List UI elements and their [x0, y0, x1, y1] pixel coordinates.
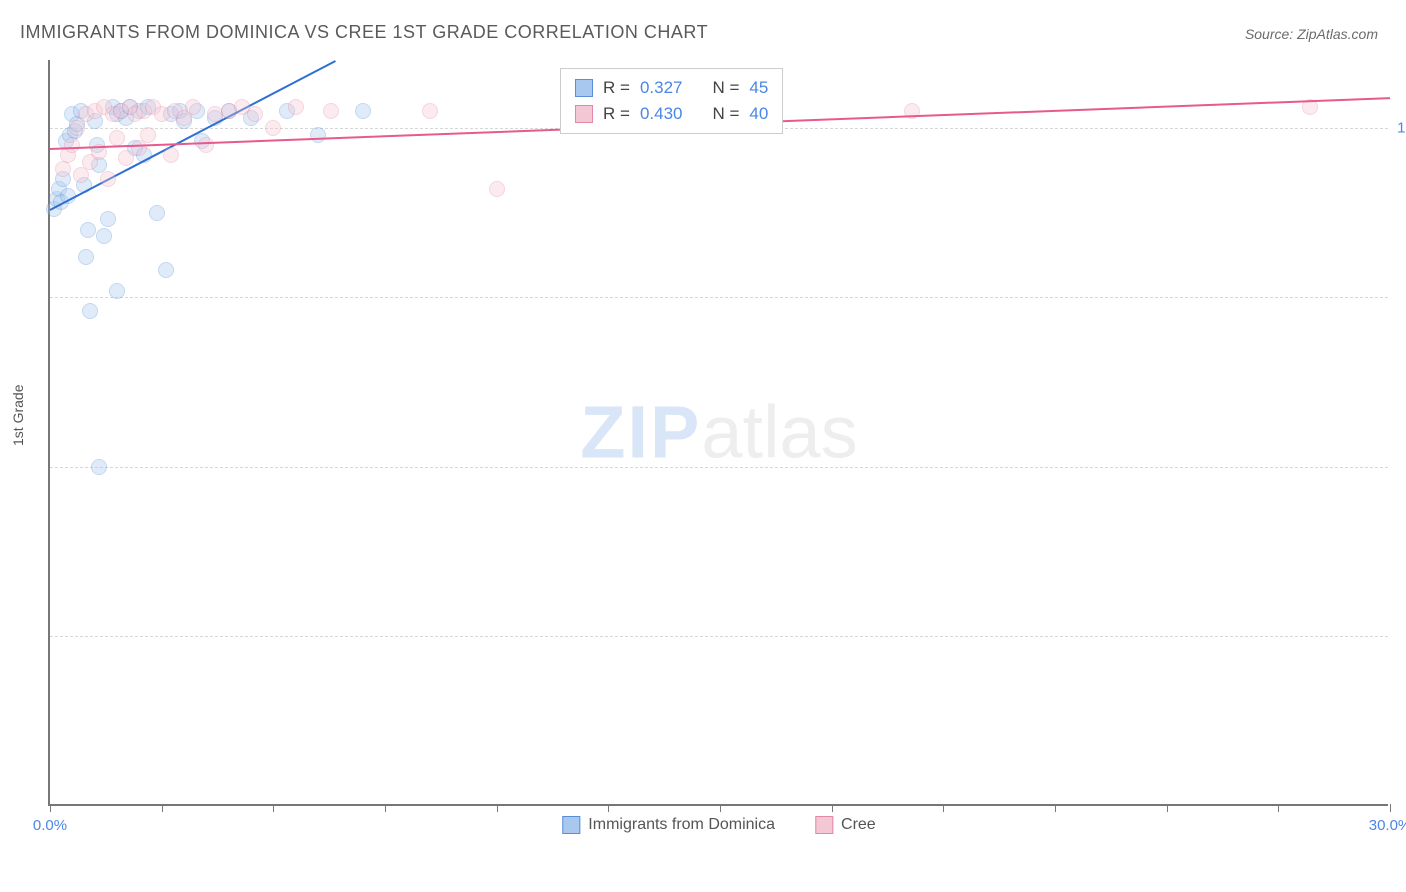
gridline-h	[50, 297, 1388, 298]
x-tick	[832, 804, 833, 812]
data-point-cree	[131, 140, 147, 156]
legend-label-cree: Cree	[841, 816, 876, 834]
gridline-h	[50, 636, 1388, 637]
y-tick-label: 95.0%	[1392, 289, 1406, 306]
source-attribution: Source: ZipAtlas.com	[1245, 26, 1378, 42]
x-tick	[720, 804, 721, 812]
data-point-dominica	[96, 228, 112, 244]
corr-row-cree: R = 0.430 N = 40	[575, 101, 768, 127]
data-point-cree	[288, 99, 304, 115]
source-site: ZipAtlas.com	[1297, 26, 1378, 42]
watermark-zip: ZIP	[580, 391, 701, 474]
y-tick-label: 85.0%	[1392, 628, 1406, 645]
x-tick	[1167, 804, 1168, 812]
data-point-dominica	[149, 205, 165, 221]
x-tick	[1278, 804, 1279, 812]
swatch-cree	[575, 105, 593, 123]
data-point-cree	[73, 167, 89, 183]
x-tick-label: 0.0%	[33, 817, 67, 834]
data-point-cree	[198, 137, 214, 153]
data-point-cree	[69, 120, 85, 136]
data-point-dominica	[91, 459, 107, 475]
source-label: Source:	[1245, 26, 1293, 42]
x-tick	[497, 804, 498, 812]
swatch-cree	[815, 816, 833, 834]
x-tick	[943, 804, 944, 812]
x-tick	[162, 804, 163, 812]
data-point-dominica	[78, 249, 94, 265]
scatter-plot-area: ZIPatlas 85.0%90.0%95.0%100.0%0.0%30.0%R…	[48, 60, 1388, 806]
data-point-cree	[247, 106, 263, 122]
x-tick	[1055, 804, 1056, 812]
data-point-dominica	[100, 211, 116, 227]
trend-line-dominica	[50, 60, 337, 211]
data-point-cree	[422, 103, 438, 119]
legend-item-dominica: Immigrants from Dominica	[562, 816, 775, 834]
swatch-dominica	[562, 816, 580, 834]
data-point-cree	[489, 181, 505, 197]
data-point-cree	[265, 120, 281, 136]
data-point-dominica	[80, 222, 96, 238]
x-tick	[1390, 804, 1391, 812]
n-value-dominica: 45	[749, 75, 768, 101]
chart-title: IMMIGRANTS FROM DOMINICA VS CREE 1ST GRA…	[20, 22, 708, 43]
data-point-cree	[323, 103, 339, 119]
n-label: N =	[712, 75, 739, 101]
data-point-dominica	[158, 262, 174, 278]
data-point-dominica	[109, 283, 125, 299]
r-value-dominica: 0.327	[640, 75, 683, 101]
n-label: N =	[712, 101, 739, 127]
correlation-legend: R = 0.327 N = 45 R = 0.430 N = 40	[560, 68, 783, 134]
series-legend: Immigrants from Dominica Cree	[562, 816, 875, 834]
r-label: R =	[603, 75, 630, 101]
watermark-atlas: atlas	[701, 391, 857, 474]
x-tick	[385, 804, 386, 812]
x-tick	[273, 804, 274, 812]
swatch-dominica	[575, 79, 593, 97]
r-label: R =	[603, 101, 630, 127]
x-tick-label: 30.0%	[1369, 817, 1406, 834]
r-value-cree: 0.430	[640, 101, 683, 127]
x-tick	[608, 804, 609, 812]
y-axis-label: 1st Grade	[10, 385, 26, 446]
data-point-cree	[140, 127, 156, 143]
data-point-cree	[55, 161, 71, 177]
gridline-h	[50, 467, 1388, 468]
y-tick-label: 90.0%	[1392, 458, 1406, 475]
x-tick	[50, 804, 51, 812]
data-point-cree	[118, 150, 134, 166]
n-value-cree: 40	[749, 101, 768, 127]
data-point-dominica	[310, 127, 326, 143]
legend-item-cree: Cree	[815, 816, 876, 834]
data-point-cree	[64, 137, 80, 153]
data-point-cree	[109, 130, 125, 146]
data-point-cree	[185, 99, 201, 115]
y-tick-label: 100.0%	[1392, 119, 1406, 136]
data-point-cree	[100, 171, 116, 187]
corr-row-dominica: R = 0.327 N = 45	[575, 75, 768, 101]
legend-label-dominica: Immigrants from Dominica	[588, 816, 775, 834]
data-point-cree	[163, 147, 179, 163]
data-point-dominica	[355, 103, 371, 119]
watermark: ZIPatlas	[580, 390, 857, 475]
data-point-dominica	[82, 303, 98, 319]
